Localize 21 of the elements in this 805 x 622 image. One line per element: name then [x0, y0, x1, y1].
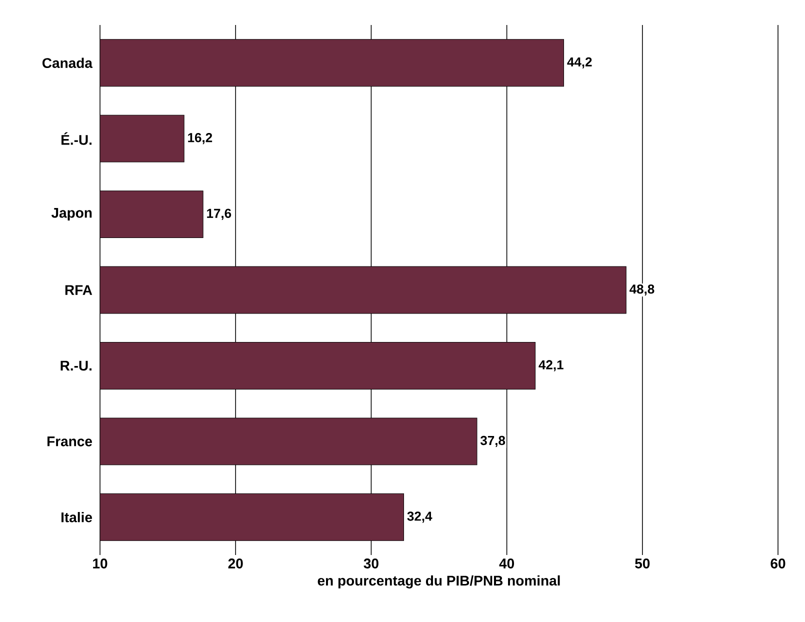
y-tick-label: R.-U. — [60, 360, 92, 371]
x-axis-title: en pourcentage du PIB/PNB nominal — [318, 575, 560, 588]
data-label: 48,8 — [630, 284, 654, 296]
data-label: 44,2 — [567, 57, 592, 68]
x-tick-label: 30 — [364, 558, 378, 568]
y-tick-label: Japon — [51, 208, 92, 221]
data-label: 32,4 — [407, 512, 432, 523]
x-tick-label: 10 — [93, 558, 108, 568]
y-tick-label: RFA — [65, 285, 92, 295]
y-tick-label: É.-U. — [62, 132, 92, 145]
x-tick-label: 50 — [635, 558, 650, 568]
x-tick-label: 40 — [499, 558, 514, 568]
y-tick-label: Canada — [42, 58, 93, 68]
data-label: 17,6 — [207, 208, 232, 220]
x-tick-label: 20 — [228, 558, 243, 568]
y-tick-label: Italie — [62, 512, 92, 522]
data-label: 16,2 — [188, 133, 212, 144]
data-label: 37,8 — [480, 436, 506, 447]
x-tick-label: 60 — [770, 558, 786, 568]
y-tick-label: France — [48, 436, 92, 446]
data-label: 42,1 — [538, 360, 564, 372]
